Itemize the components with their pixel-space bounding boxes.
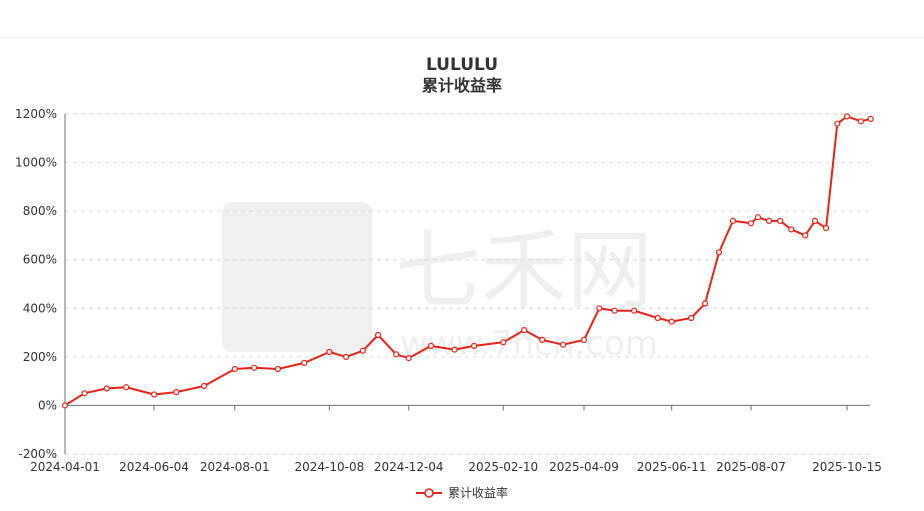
data-point[interactable] (654, 314, 661, 322)
data-point[interactable] (715, 249, 723, 256)
data-point[interactable] (701, 300, 709, 307)
x-tick-label: 2024-12-04 (374, 460, 444, 474)
x-tick-label: 2024-04-01 (30, 460, 100, 474)
data-point[interactable] (596, 305, 603, 312)
data-point[interactable] (747, 220, 755, 227)
data-point[interactable] (580, 336, 588, 343)
data-point[interactable] (201, 382, 208, 390)
data-point[interactable] (343, 353, 350, 360)
data-point[interactable] (326, 348, 333, 356)
data-point[interactable] (867, 115, 874, 123)
legend-label: 累计收益率 (447, 486, 508, 500)
data-point[interactable] (668, 318, 675, 325)
x-tick-label: 2025-10-15 (812, 460, 882, 474)
data-point[interactable] (630, 307, 638, 314)
series-line[interactable] (64, 115, 871, 407)
data-point[interactable] (61, 402, 69, 409)
top-divider (0, 37, 924, 38)
x-tick-label: 2024-08-01 (200, 460, 270, 474)
x-tick-label: 2024-06-04 (119, 460, 189, 474)
data-point[interactable] (811, 217, 819, 224)
y-tick-label: 200% (23, 350, 57, 364)
x-tick-label: 2024-10-08 (295, 460, 365, 474)
data-point[interactable] (81, 390, 88, 397)
data-point[interactable] (539, 336, 546, 343)
data-point[interactable] (405, 355, 412, 362)
data-point[interactable] (559, 341, 567, 348)
y-tick-label: 1000% (15, 156, 57, 170)
x-tick-label: 2025-04-09 (549, 460, 619, 474)
y-tick-label: 0% (38, 398, 57, 412)
watermark-logo: 七禾网 www.7hcn.com (222, 202, 658, 364)
y-tick-label: 1200% (15, 107, 57, 121)
data-point[interactable] (834, 120, 841, 127)
data-point[interactable] (611, 307, 618, 314)
data-point[interactable] (123, 384, 130, 391)
data-point[interactable] (359, 347, 366, 354)
data-point[interactable] (822, 225, 830, 232)
legend[interactable]: 累计收益率 (0, 484, 924, 501)
data-point[interactable] (451, 346, 458, 353)
data-point[interactable] (251, 364, 258, 371)
data-point[interactable] (103, 385, 110, 392)
data-point[interactable] (173, 389, 180, 396)
data-point[interactable] (802, 232, 809, 239)
svg-text:www.7hcn.com: www.7hcn.com (400, 324, 658, 364)
data-point[interactable] (375, 331, 382, 339)
chart-title: LULULU (425, 55, 499, 75)
x-tick-label: 2025-08-07 (716, 460, 786, 474)
data-point[interactable] (729, 217, 737, 224)
x-tick-label: 2025-02-10 (468, 460, 538, 474)
y-tick-label: -200% (18, 447, 57, 461)
data-point[interactable] (857, 118, 865, 125)
svg-text:七禾网: 七禾网 (395, 221, 653, 321)
data-point[interactable] (500, 339, 507, 346)
data-point[interactable] (393, 351, 400, 358)
data-point[interactable] (151, 391, 158, 398)
data-point[interactable] (301, 359, 308, 366)
data-point[interactable] (688, 314, 695, 322)
data-point[interactable] (471, 342, 478, 349)
data-point[interactable] (231, 365, 238, 373)
data-point[interactable] (777, 217, 784, 224)
y-tick-label: 800% (23, 204, 57, 218)
data-point[interactable] (788, 226, 795, 233)
data-point[interactable] (274, 365, 281, 373)
legend-line-marker-icon (415, 487, 442, 498)
data-point[interactable] (843, 113, 851, 120)
y-tick-label: 400% (23, 301, 57, 315)
x-tick-label: 2025-06-11 (637, 460, 707, 474)
data-point[interactable] (521, 327, 528, 334)
data-point[interactable] (754, 214, 762, 221)
chart-subtitle: 累计收益率 (421, 76, 502, 95)
y-tick-label: 600% (23, 253, 57, 267)
data-point[interactable] (427, 342, 435, 349)
data-point[interactable] (765, 217, 773, 224)
